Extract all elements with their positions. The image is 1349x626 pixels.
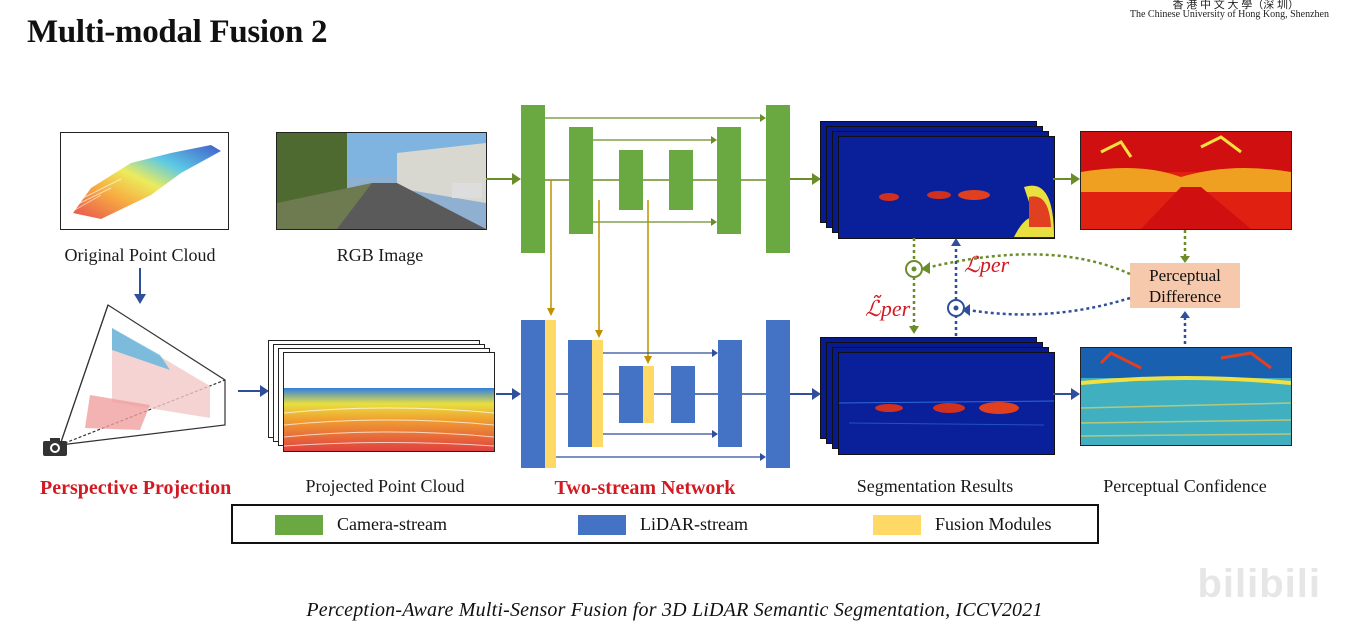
perceptual-loss-connections — [905, 230, 1190, 344]
camera-block-2 — [569, 127, 593, 234]
fusion-module-1 — [545, 320, 556, 468]
right-arrow — [238, 385, 269, 397]
camera-segmentation-stack — [820, 121, 1055, 239]
street-scene-drawing — [277, 133, 486, 229]
camera-block-3 — [619, 150, 643, 210]
lidar-seg-drawing — [839, 400, 1054, 426]
loss-per-tilde-text: ℒ̃per — [865, 296, 911, 321]
legend-item-fusion: Fusion Modules — [873, 514, 1052, 535]
university-name-english: The Chinese University of Hong Kong, She… — [1129, 9, 1329, 20]
paper-citation: Perception-Aware Multi-Sensor Fusion for… — [306, 599, 1043, 621]
rgb-to-network-arrow — [486, 173, 521, 185]
two-stream-network-diagram — [521, 105, 790, 468]
original-point-cloud-label: Original Point Cloud — [64, 245, 216, 265]
cloud-to-network-arrow — [496, 388, 521, 400]
segmentation-results-label: Segmentation Results — [856, 476, 1014, 496]
page-title: Multi-modal Fusion 2 — [27, 14, 328, 50]
down-arrow — [134, 268, 146, 304]
lidar-block-1 — [521, 320, 545, 468]
bilibili-watermark: bilibili — [1197, 562, 1321, 606]
camera-block-5 — [717, 127, 741, 234]
loss-per-label: ℒper — [964, 252, 1009, 278]
lidar-block-3 — [619, 366, 643, 423]
legend-item-camera: Camera-stream — [275, 514, 447, 535]
legend-swatch-camera — [275, 514, 323, 535]
legend: Camera-stream LiDAR-stream Fusion Module… — [231, 504, 1099, 544]
legend-swatch-fusion — [873, 514, 921, 535]
rgb-image-label: RGB Image — [336, 245, 424, 265]
loss-per-tilde-label: ℒ̃per — [865, 296, 910, 322]
camera-icon — [43, 438, 67, 456]
two-stream-network-label: Two-stream Network — [554, 477, 736, 499]
university-name-chinese: 香 港 中 文 大 學（深 圳） — [1172, 0, 1300, 11]
legend-label-lidar: LiDAR-stream — [640, 514, 748, 534]
perspective-projection-diagram — [59, 304, 226, 446]
perceptual-difference-box: Perceptual Difference — [1130, 263, 1240, 308]
legend-label-fusion: Fusion Modules — [935, 514, 1052, 534]
camera-block-6 — [766, 105, 790, 253]
fusion-module-2 — [592, 340, 603, 447]
lidar-block-6 — [766, 320, 790, 468]
lidar-block-2 — [568, 340, 592, 447]
loss-per-text: ℒper — [964, 252, 1010, 277]
perspective-projection-label: Perspective Projection — [40, 477, 232, 499]
point-cloud-drawing — [72, 145, 221, 219]
projected-cloud-drawing — [284, 388, 494, 451]
perceptual-confidence-label: Perceptual Confidence — [1103, 476, 1267, 496]
camera-block-1 — [521, 105, 545, 253]
camera-seg-drawing — [879, 185, 1054, 237]
fusion-module-3 — [643, 366, 654, 423]
camera-block-4 — [669, 150, 693, 210]
lidar-confidence-drawing — [1081, 348, 1291, 445]
lidar-segmentation-stack — [820, 337, 1055, 455]
rgb-image — [276, 132, 487, 230]
camera-output-arrow — [790, 173, 821, 185]
camera-confidence-map — [1080, 131, 1292, 230]
original-point-cloud-image — [60, 132, 229, 230]
lidar-block-5 — [718, 340, 742, 447]
lidar-block-4 — [671, 366, 695, 423]
camera-confidence-drawing — [1081, 132, 1291, 229]
legend-label-camera: Camera-stream — [337, 514, 447, 534]
legend-swatch-lidar — [578, 514, 626, 535]
lidar-confidence-arrow — [1053, 388, 1080, 400]
projected-point-cloud-label: Projected Point Cloud — [305, 476, 465, 496]
lidar-confidence-map — [1080, 347, 1292, 446]
lidar-output-arrow — [790, 388, 821, 400]
legend-item-lidar: LiDAR-stream — [578, 514, 748, 535]
camera-confidence-arrow — [1053, 173, 1080, 185]
projected-point-cloud-stack — [268, 340, 498, 452]
